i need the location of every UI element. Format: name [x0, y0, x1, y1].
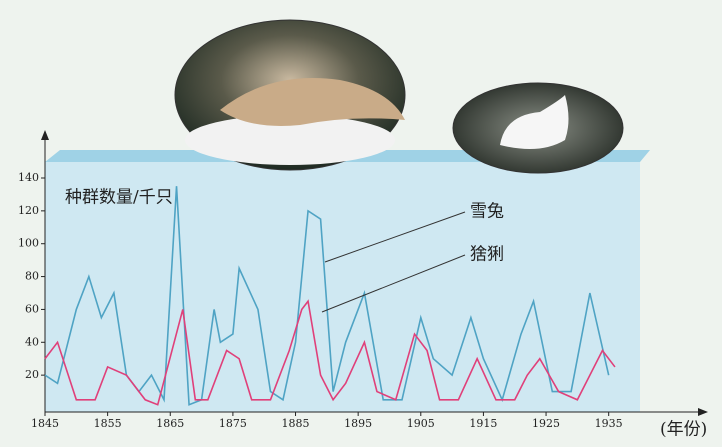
- y-arrow: [41, 130, 49, 140]
- x-tick-label: 1905: [407, 417, 435, 430]
- x-tick-label: 1885: [282, 417, 310, 430]
- lynx-shape: [220, 78, 405, 126]
- y-tick-label: 40: [25, 335, 39, 348]
- legend-label: 雪兔: [470, 202, 504, 222]
- x-tick-label: 1865: [156, 417, 184, 430]
- x-tick-label: 1925: [532, 417, 560, 430]
- y-tick-label: 140: [18, 171, 39, 184]
- x-tick-label: 1845: [31, 417, 59, 430]
- y-tick-label: 100: [18, 237, 39, 250]
- legend-leader: [321, 254, 466, 313]
- y-axis-title: 种群数量/千只: [65, 188, 173, 208]
- x-tick-label: 1935: [595, 417, 623, 430]
- y-tick-label: 20: [25, 368, 39, 381]
- x-tick-label: 1915: [469, 417, 497, 430]
- x-axis-title: (年份): [660, 420, 707, 440]
- hare-shape: [500, 95, 569, 149]
- y-tick-label: 120: [18, 204, 39, 217]
- snow: [185, 115, 395, 165]
- y-tick-label: 80: [25, 270, 39, 283]
- legend-leader: [324, 211, 466, 263]
- x-tick-label: 1875: [219, 417, 247, 430]
- y-tick-label: 60: [25, 302, 39, 315]
- legend-label: 猞猁: [470, 245, 504, 265]
- series-line: [44, 299, 616, 406]
- x-tick-label: 1855: [94, 417, 122, 430]
- x-tick-label: 1895: [344, 417, 372, 430]
- panel: [45, 162, 640, 412]
- x-arrow: [698, 408, 708, 416]
